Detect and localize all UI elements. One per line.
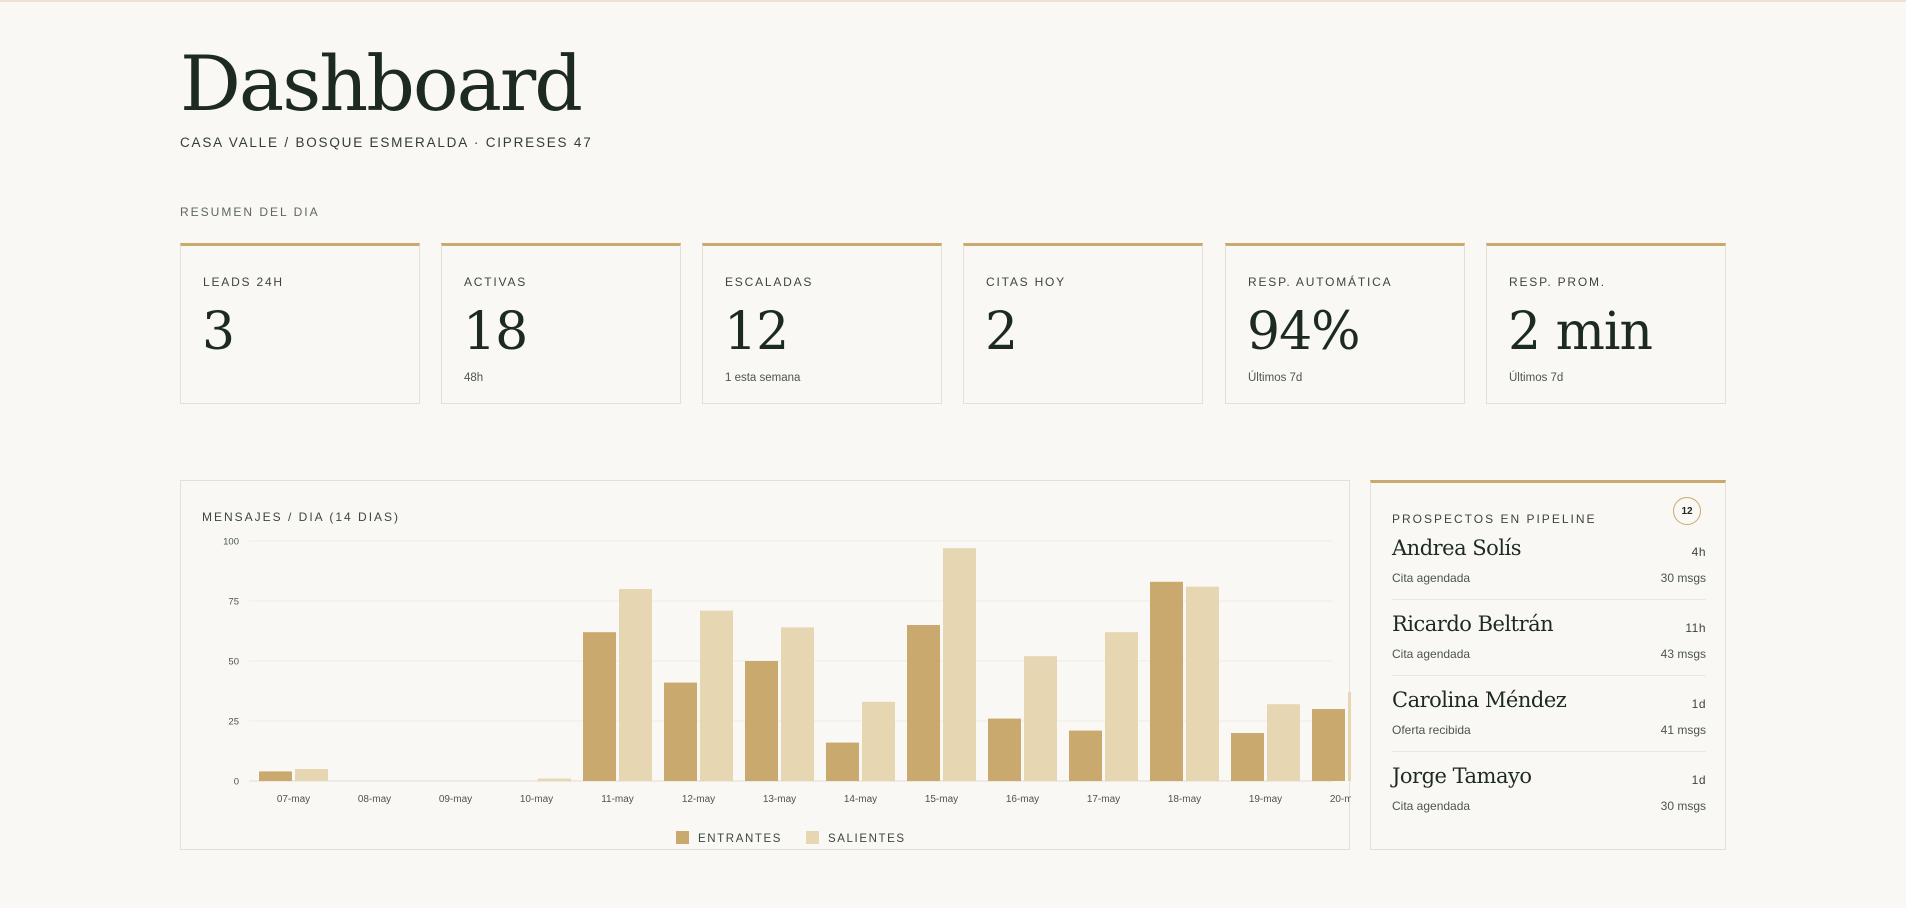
legend-label: ENTRANTES xyxy=(698,833,782,845)
kpi-label: ACTIVAS xyxy=(464,275,528,289)
y-tick-label: 50 xyxy=(228,657,239,668)
kpi-subtext: 1 esta semana xyxy=(725,372,801,384)
bar-entrantes xyxy=(259,771,292,781)
pipeline-count-badge: 12 xyxy=(1673,497,1701,525)
bar-salientes xyxy=(1024,656,1057,781)
breadcrumb: CASA VALLE / BOSQUE ESMERALDA · CIPRESES… xyxy=(180,135,593,150)
bar-entrantes xyxy=(988,718,1021,781)
kpi-card-auto-response: RESP. AUTOMÁTICA 94% Últimos 7d xyxy=(1225,243,1465,404)
bar-salientes xyxy=(943,548,976,781)
prospect-time: 1d xyxy=(1691,773,1706,787)
prospect-time: 11h xyxy=(1685,621,1706,635)
prospect-name: Ricardo Beltrán xyxy=(1392,612,1554,636)
kpi-card-active: ACTIVAS 18 48h xyxy=(441,243,681,404)
bar-entrantes xyxy=(907,625,940,781)
pipeline-card: PROSPECTOS EN PIPELINE 12 Andrea Solís 4… xyxy=(1370,480,1726,850)
y-tick-label: 75 xyxy=(228,597,239,608)
prospect-item[interactable]: Ricardo Beltrán 11h Cita agendada 43 msg… xyxy=(1392,612,1706,676)
bar-entrantes xyxy=(1231,733,1264,781)
x-tick-label: 07-may xyxy=(277,794,310,805)
bar-salientes xyxy=(295,769,328,781)
x-tick-label: 14-may xyxy=(844,794,877,805)
x-tick-label: 15-may xyxy=(925,794,958,805)
bar-entrantes xyxy=(826,742,859,781)
x-tick-label: 13-may xyxy=(763,794,796,805)
legend-label: SALIENTES xyxy=(828,833,906,845)
prospect-name: Jorge Tamayo xyxy=(1392,764,1532,788)
bar-salientes xyxy=(619,589,652,781)
kpi-value: 18 xyxy=(463,302,528,362)
bar-salientes xyxy=(1186,586,1219,781)
kpi-value: 94% xyxy=(1247,302,1361,362)
bar-entrantes xyxy=(745,661,778,781)
bar-salientes xyxy=(1348,692,1351,781)
prospect-message-count: 30 msgs xyxy=(1660,571,1706,585)
x-tick-label: 08-may xyxy=(358,794,391,805)
legend-swatch xyxy=(676,831,689,844)
kpi-label: LEADS 24H xyxy=(203,275,284,289)
kpi-value: 3 xyxy=(202,302,235,362)
kpi-card-avg-response: RESP. PROM. 2 min Últimos 7d xyxy=(1486,243,1726,404)
prospect-time: 4h xyxy=(1691,545,1706,559)
y-tick-label: 100 xyxy=(223,537,239,548)
x-tick-label: 09-may xyxy=(439,794,472,805)
x-tick-label: 10-may xyxy=(520,794,553,805)
kpi-label: RESP. AUTOMÁTICA xyxy=(1248,275,1393,289)
kpi-label: RESP. PROM. xyxy=(1509,275,1606,289)
x-tick-label: 16-may xyxy=(1006,794,1039,805)
messages-chart-card: MENSAJES / DIA (14 DIAS) 0 25 50 75 100 07-ma… xyxy=(180,480,1351,850)
summary-section-label: RESUMEN DEL DIA xyxy=(180,205,320,219)
bar-salientes xyxy=(700,610,733,781)
page-title: Dashboard xyxy=(180,39,583,128)
kpi-label: ESCALADAS xyxy=(725,275,814,289)
bar-entrantes xyxy=(1312,709,1345,781)
pipeline-title: PROSPECTOS EN PIPELINE xyxy=(1392,512,1597,526)
bar-entrantes xyxy=(664,682,697,781)
prospect-name: Carolina Méndez xyxy=(1392,688,1567,712)
kpi-subtext: Últimos 7d xyxy=(1248,372,1303,384)
prospect-item[interactable]: Andrea Solís 4h Cita agendada 30 msgs xyxy=(1392,536,1706,600)
prospect-status: Cita agendada xyxy=(1392,647,1471,661)
chart-title: MENSAJES / DIA (14 DIAS) xyxy=(202,510,401,524)
x-tick-label: 17-may xyxy=(1087,794,1120,805)
x-tick-label: 11-may xyxy=(601,794,634,805)
bar-salientes xyxy=(1267,704,1300,781)
x-tick-label: 12-may xyxy=(682,794,715,805)
prospect-status: Oferta recibida xyxy=(1392,723,1471,737)
prospect-item[interactable]: Carolina Méndez 1d Oferta recibida 41 ms… xyxy=(1392,688,1706,752)
prospect-message-count: 43 msgs xyxy=(1660,647,1706,661)
bar-entrantes xyxy=(1150,581,1183,781)
bar-salientes xyxy=(538,778,571,781)
legend-swatch xyxy=(806,831,819,844)
kpi-value: 2 min xyxy=(1508,302,1653,362)
kpi-subtext: 48h xyxy=(464,372,484,384)
prospect-message-count: 41 msgs xyxy=(1660,723,1706,737)
top-accent-line xyxy=(0,0,1906,2)
prospect-name: Andrea Solís xyxy=(1392,536,1522,560)
y-tick-label: 25 xyxy=(228,717,239,728)
prospect-status: Cita agendada xyxy=(1392,799,1471,813)
kpi-card-leads: LEADS 24H 3 xyxy=(180,243,420,404)
bar-entrantes xyxy=(1069,730,1102,781)
bar-salientes xyxy=(1105,632,1138,781)
bar-salientes xyxy=(781,627,814,781)
kpi-card-appointments: CITAS HOY 2 xyxy=(963,243,1203,404)
bar-entrantes xyxy=(583,632,616,781)
x-tick-label: 20-may xyxy=(1330,794,1351,805)
bar-salientes xyxy=(862,701,895,781)
prospect-status: Cita agendada xyxy=(1392,571,1471,585)
kpi-value: 12 xyxy=(724,302,789,362)
kpi-card-escalated: ESCALADAS 12 1 esta semana xyxy=(702,243,942,404)
y-tick-label: 0 xyxy=(234,777,239,788)
kpi-value: 2 xyxy=(985,302,1018,362)
x-tick-label: 19-may xyxy=(1249,794,1282,805)
prospect-item[interactable]: Jorge Tamayo 1d Cita agendada 30 msgs xyxy=(1392,764,1706,828)
prospect-time: 1d xyxy=(1691,697,1706,711)
messages-bar-chart: 0 25 50 75 100 07-may 08-may 09-may 10-may 11-may… xyxy=(223,537,1351,845)
prospect-message-count: 30 msgs xyxy=(1660,799,1706,813)
kpi-label: CITAS HOY xyxy=(986,275,1066,289)
x-tick-label: 18-may xyxy=(1168,794,1201,805)
kpi-subtext: Últimos 7d xyxy=(1509,372,1564,384)
